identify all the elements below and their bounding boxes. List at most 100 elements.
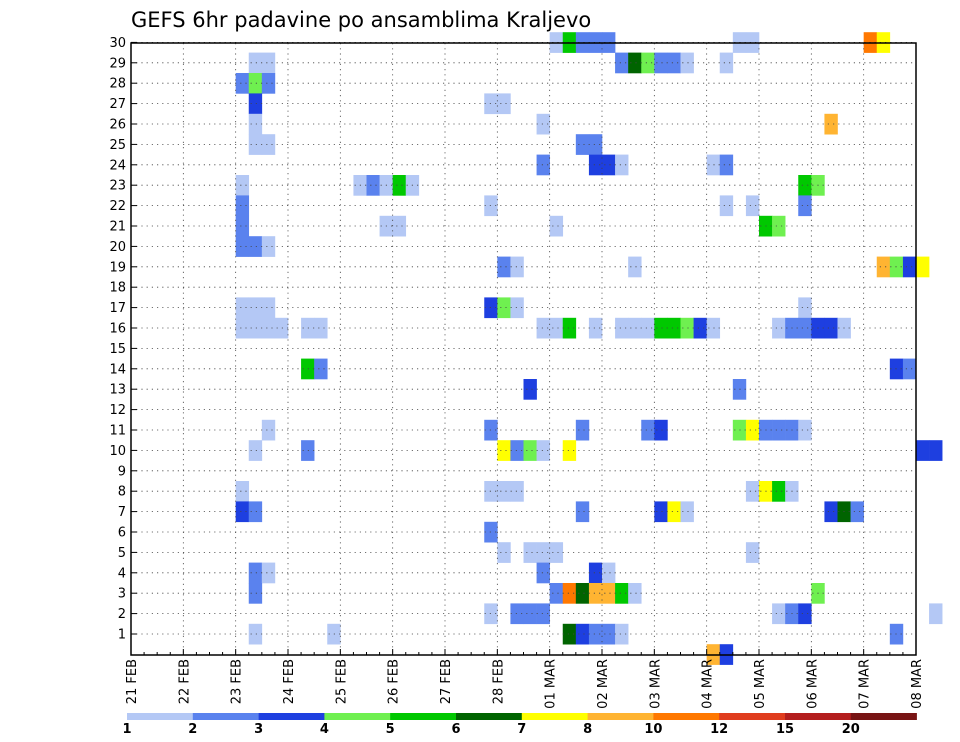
legend-swatch: [587, 713, 654, 720]
y-tick-label: 1: [118, 628, 126, 643]
y-axis-ticks: 1234567891011121314151617181920212223242…: [109, 36, 137, 643]
legend-tick-label: 4: [320, 722, 329, 737]
x-tick-label: 07 MAR: [858, 659, 873, 709]
y-tick-label: 2: [118, 607, 126, 622]
heatmap-cell: [235, 297, 250, 319]
heatmap-cell: [562, 623, 577, 645]
heatmap-cell: [536, 317, 550, 339]
heatmap-cell: [772, 215, 786, 237]
heatmap-cell: [261, 419, 276, 441]
y-tick-label: 20: [109, 240, 126, 255]
x-tick-label: 02 MAR: [596, 659, 611, 709]
heatmap-cell: [248, 583, 263, 604]
y-tick-label: 28: [109, 77, 126, 92]
heatmap-cell: [248, 52, 263, 74]
heatmap-cell: [798, 603, 812, 625]
heatmap-cell: [706, 317, 721, 339]
heatmap-cell: [549, 215, 564, 237]
heatmap-cell: [523, 542, 537, 563]
legend-swatch: [258, 713, 325, 720]
y-tick-label: 17: [109, 301, 126, 316]
legend-tick-label: 2: [188, 722, 197, 737]
heatmap-cell: [902, 358, 917, 380]
heatmap-cell: [641, 419, 655, 441]
heatmap-cell: [248, 623, 263, 645]
y-tick-label: 25: [109, 138, 126, 153]
y-tick-label: 6: [118, 526, 126, 541]
legend-tick-label: 20: [842, 722, 860, 737]
heatmap-cell: [719, 195, 734, 217]
heatmap-cell: [497, 542, 511, 563]
heatmap-cell: [654, 317, 668, 339]
y-tick-label: 18: [109, 281, 126, 296]
legend-swatch: [192, 713, 259, 720]
heatmap-cell: [667, 52, 681, 74]
heatmap-cell: [902, 256, 917, 278]
heatmap-cell: [654, 52, 668, 74]
x-tick-label: 23 FEB: [230, 659, 245, 704]
legend-tick-label: 10: [644, 722, 662, 737]
heatmap-cell: [562, 317, 577, 339]
heatmap-cell: [261, 73, 276, 94]
heatmap-cell: [549, 542, 564, 563]
y-tick-label: 30: [109, 36, 126, 51]
heatmap-cell: [575, 501, 590, 523]
heatmap-cell: [392, 175, 407, 196]
heatmap-cell: [536, 562, 550, 584]
heatmap-cell: [772, 317, 786, 339]
heatmap-cell: [588, 623, 603, 645]
x-tick-label: 03 MAR: [648, 659, 663, 709]
heatmap-cell: [641, 52, 655, 74]
y-tick-label: 16: [109, 322, 126, 337]
heatmap-cell: [588, 154, 603, 176]
heatmap-cell: [497, 256, 511, 278]
heatmap-cell: [798, 195, 812, 217]
heatmap-cell: [235, 215, 250, 237]
legend-swatch: [653, 713, 720, 720]
heatmap-cell: [798, 297, 812, 319]
heatmap-cell: [235, 175, 250, 196]
heatmap-cell: [536, 440, 550, 461]
heatmap-cell: [876, 256, 891, 278]
heatmap-cell: [588, 562, 603, 584]
y-tick-label: 22: [109, 199, 126, 214]
heatmap-cell: [916, 256, 930, 278]
y-tick-label: 5: [118, 546, 126, 561]
heatmap-cell: [497, 93, 511, 115]
heatmap-cell: [719, 52, 734, 74]
heatmap-cell: [510, 256, 524, 278]
heatmap-cell: [261, 236, 276, 257]
heatmap-cell: [824, 317, 838, 339]
heatmap-cell: [301, 358, 315, 380]
y-tick-label: 14: [109, 362, 126, 377]
heatmap-cell: [536, 113, 550, 135]
y-tick-label: 15: [109, 342, 126, 357]
heatmap-cell: [588, 134, 603, 155]
heatmap-cell: [248, 93, 263, 115]
heatmap-cell: [248, 73, 263, 94]
heatmap-cell: [602, 154, 616, 176]
heatmap-cell: [680, 317, 694, 339]
y-tick-label: 13: [109, 383, 126, 398]
heatmap-cell: [248, 297, 263, 319]
heatmap-cell: [523, 440, 537, 461]
y-tick-label: 24: [109, 158, 126, 173]
heatmap-cell: [719, 154, 734, 176]
heatmap-cell: [510, 297, 524, 319]
legend-tick-label: 7: [517, 722, 526, 737]
heatmap-cell: [588, 583, 603, 604]
grid-lines: [131, 42, 916, 655]
heatmap-cell: [248, 501, 263, 523]
x-tick-label: 08 MAR: [910, 659, 925, 709]
heatmap-cell: [248, 317, 263, 339]
x-tick-label: 04 MAR: [701, 659, 716, 709]
heatmap-cell: [641, 317, 655, 339]
heatmap-cell: [772, 603, 786, 625]
x-tick-label: 21 FEB: [125, 659, 140, 704]
heatmap-cell: [301, 440, 315, 461]
heatmap-cell: [602, 583, 616, 604]
heatmap-cell: [248, 113, 263, 135]
x-tick-label: 05 MAR: [753, 659, 768, 709]
heatmap-cell: [497, 297, 511, 319]
